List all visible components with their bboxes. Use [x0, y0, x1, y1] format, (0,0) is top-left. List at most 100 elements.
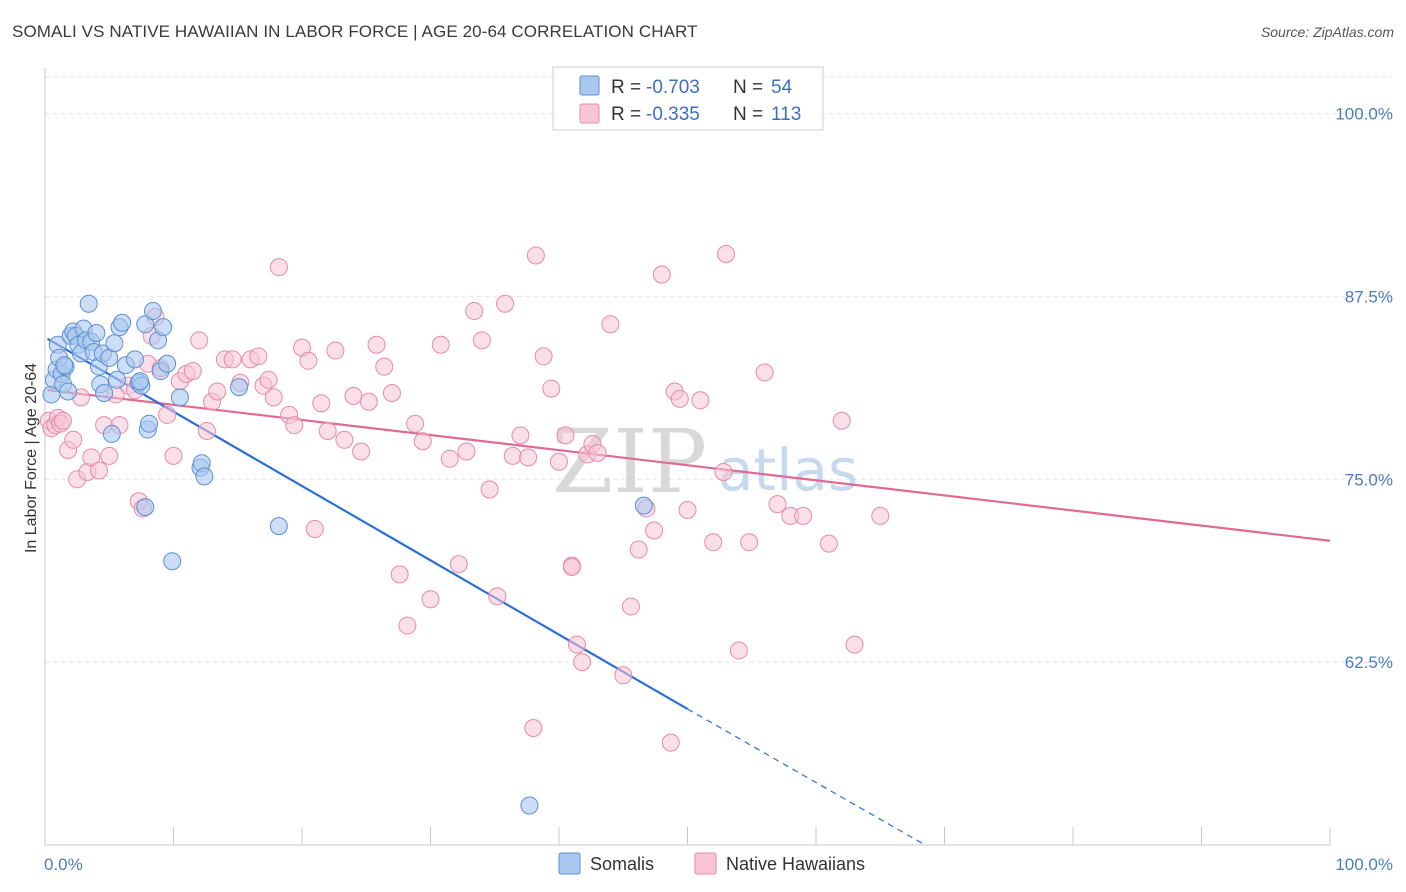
hawaiian-point [717, 245, 736, 264]
hawaiian-point [100, 446, 119, 465]
somali-point [59, 382, 78, 401]
hawaiian-point [326, 341, 345, 360]
hawaiian-point [832, 411, 851, 430]
hawaiian-point [819, 534, 838, 553]
hawaiian-point [652, 265, 671, 284]
legend-swatch-somali [579, 75, 600, 96]
x-tick-label-min: 0.0% [44, 855, 83, 874]
legend-r-label-hawaiian: R = [611, 104, 641, 125]
gridlines [45, 76, 1392, 663]
hawaiian-point [704, 533, 723, 552]
hawaiian-point [573, 653, 592, 672]
somali-point [95, 383, 114, 402]
hawaiian-point [158, 405, 177, 424]
hawaiian-point [556, 426, 575, 445]
hawaiian-point [519, 448, 538, 467]
hawaiian-point [197, 422, 216, 441]
hawaiian-point [264, 388, 283, 407]
somali-point [634, 496, 653, 515]
y-axis-label: In Labor Force | Age 20-64 [23, 363, 40, 553]
hawaiian-point [614, 666, 633, 685]
somali-point [140, 414, 159, 433]
hawaiian-point [382, 383, 401, 402]
watermark-atlas: atlas [718, 436, 858, 504]
somali-point [87, 324, 106, 342]
somali-point [107, 370, 126, 389]
hawaiian-point [526, 246, 545, 265]
somali-point [55, 356, 74, 375]
legend-n-label-hawaiian: N = [733, 104, 763, 125]
somali-point [195, 467, 214, 486]
legend-r-value-hawaiian: -0.335 [646, 104, 700, 125]
bottom-legend: Somalis Native Hawaiians [558, 852, 865, 875]
hawaiian-point [670, 389, 689, 408]
hawaiian-point [550, 452, 568, 471]
hawaiian-trend-line [47, 388, 1331, 542]
somali-point [79, 294, 98, 313]
hawaiian-point [190, 331, 209, 350]
hawaiian-point [588, 443, 607, 462]
somali-point [163, 552, 182, 571]
hawaiian-point [305, 520, 324, 539]
somali-trend-extension [687, 708, 926, 846]
hawaiian-point [285, 416, 304, 435]
somali-point [113, 313, 132, 332]
hawaiian-point [714, 462, 733, 481]
legend-r-value-somali: -0.703 [646, 77, 700, 98]
hawaiian-point [562, 558, 581, 577]
hawaiian-point [794, 506, 813, 525]
bottom-legend-swatch-somalis [558, 852, 581, 875]
hawaiian-point [299, 351, 318, 370]
somali-point [105, 334, 124, 353]
hawaiian-point [871, 506, 890, 525]
hawaiian-point [524, 718, 543, 737]
hawaiian-point [89, 461, 108, 480]
somali-point [230, 378, 249, 397]
hawaiian-point [352, 442, 371, 461]
watermark-zip: ZIP [552, 410, 707, 513]
hawaiian-point [367, 335, 386, 354]
hawaiian-point [534, 347, 553, 366]
y-tick-labels: 62.5% 75.0% 87.5% 100.0% [1335, 105, 1393, 673]
hawaiian-point [375, 357, 394, 376]
hawaiian-point [269, 258, 288, 277]
somali-point [136, 315, 155, 334]
hawaiian-point [678, 501, 697, 520]
hawaiian-point [480, 480, 499, 499]
hawaiian-point [406, 414, 425, 433]
somali-point [158, 354, 177, 373]
somali-point [143, 302, 162, 321]
legend-n-label-somali: N = [733, 77, 763, 98]
bottom-legend-swatch-hawaiians [694, 852, 717, 875]
legend-n-value-hawaiian: 113 [771, 104, 801, 125]
y-tick-label: 100.0% [1335, 105, 1393, 124]
hawaiian-point [465, 302, 484, 321]
hawaiian-point [645, 521, 664, 540]
hawaiian-point [496, 294, 515, 313]
hawaiian-point [344, 386, 363, 405]
legend-box: R = -0.703 N = 54 R = -0.335 N = 113 [552, 66, 824, 131]
hawaiian-point [621, 597, 640, 616]
axes [44, 68, 1331, 846]
hawaiian-point [398, 616, 417, 635]
hawaiian-point [755, 363, 774, 382]
somali-point [131, 372, 150, 391]
native-hawaiian-points [39, 245, 890, 752]
hawaiian-point [542, 379, 561, 398]
hawaiian-point [740, 533, 759, 552]
hawaiian-point [53, 411, 72, 430]
hawaiian-point [729, 641, 748, 660]
hawaiian-point [335, 430, 354, 449]
hawaiian-point [413, 432, 432, 451]
hawaiian-point [82, 448, 101, 467]
somali-point [520, 796, 539, 815]
somali-point [125, 350, 144, 369]
x-tick-label-max: 100.0% [1335, 855, 1393, 874]
hawaiian-point [440, 449, 459, 468]
hawaiian-point [208, 382, 227, 401]
somali-point [269, 517, 288, 536]
hawaiian-point [183, 362, 202, 381]
watermark: ZIP atlas [552, 410, 858, 513]
hawaiian-point [629, 540, 648, 559]
